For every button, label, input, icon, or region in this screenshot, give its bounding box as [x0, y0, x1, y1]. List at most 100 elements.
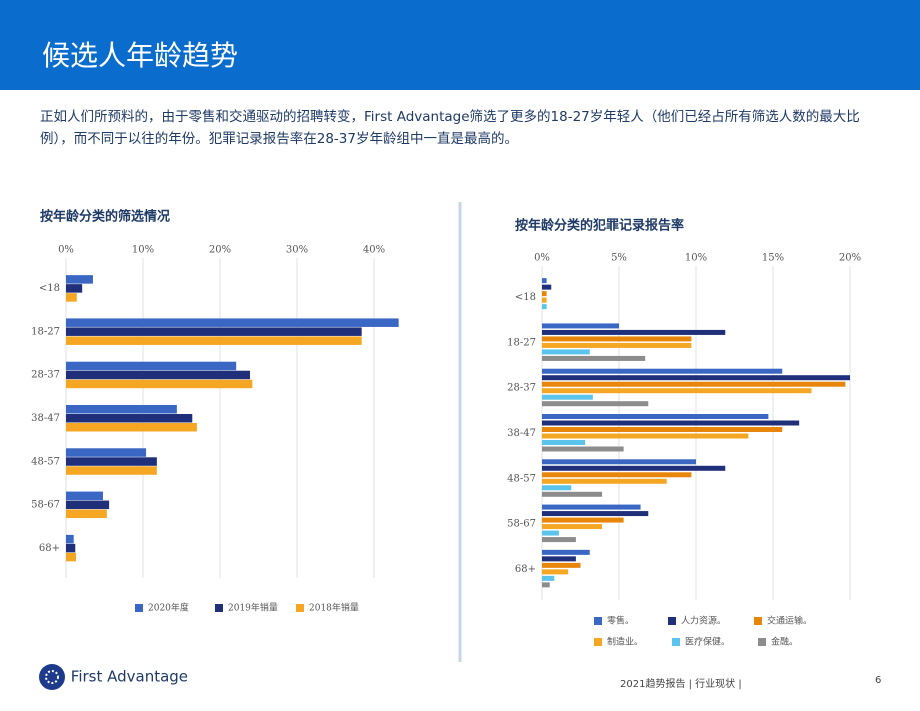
bar [66, 466, 157, 475]
bar [542, 459, 696, 465]
y-tick-label: 48-57 [507, 473, 536, 484]
y-tick-label: 68+ [39, 543, 60, 554]
bar [66, 327, 362, 336]
bar [542, 556, 576, 562]
bar [542, 549, 590, 555]
legend-swatch [754, 617, 762, 625]
bar [66, 275, 93, 284]
legend-label: 制造业。 [607, 636, 643, 648]
legend-swatch [672, 638, 680, 646]
bar [66, 370, 251, 380]
legend-label: 交通运输。 [767, 615, 812, 627]
legend-label: 2020年度 [148, 602, 189, 614]
footer-page: 6 [875, 675, 882, 686]
x-tick-label: 5% [611, 253, 627, 264]
bar [542, 472, 692, 478]
bar [542, 388, 812, 394]
bar [542, 284, 552, 290]
bar [66, 284, 83, 293]
bar [542, 517, 624, 523]
intro-text: 正如人们所预料的，由于零售和交通驱动的招聘转变，First Advantage筛… [40, 109, 860, 147]
bar [542, 511, 649, 517]
y-tick-label: 38-47 [31, 413, 60, 424]
legend-swatch [668, 617, 676, 625]
y-tick-label: 68+ [515, 564, 536, 575]
x-tick-label: 0% [534, 253, 550, 264]
y-tick-label: 48-57 [31, 456, 60, 467]
bar [542, 329, 726, 335]
bar [542, 427, 783, 432]
bar [542, 569, 569, 575]
bar [542, 440, 586, 445]
legend-label: 金融。 [771, 636, 798, 648]
y-tick-label: 28-37 [507, 383, 536, 394]
bar [66, 379, 253, 389]
bar [66, 293, 77, 302]
y-tick-label: 18-27 [31, 326, 60, 337]
legend-label: 人力资源。 [681, 615, 726, 627]
y-tick-label: 38-47 [507, 428, 536, 439]
bar [542, 530, 559, 536]
bar [542, 375, 850, 381]
bar [66, 448, 147, 457]
x-tick-label: 30% [286, 245, 308, 256]
bar [542, 336, 692, 342]
bar [542, 368, 783, 374]
legend-label: 2019年销量 [228, 602, 278, 614]
legend-swatch [135, 604, 143, 612]
logo-text: First Advantage [70, 667, 189, 686]
bar [66, 500, 110, 510]
bar [542, 582, 550, 588]
bar [542, 575, 555, 581]
bar [542, 291, 547, 297]
y-tick-label: 28-37 [31, 370, 60, 381]
bar [542, 414, 769, 419]
bar [542, 297, 547, 303]
x-tick-label: 20% [839, 253, 861, 264]
x-tick-label: 40% [363, 245, 385, 256]
bar [542, 485, 572, 491]
footer-report: 2021趋势报告 | 行业现状 | [620, 679, 742, 690]
bar [542, 304, 547, 310]
bar [542, 349, 590, 355]
legend-swatch [594, 617, 602, 625]
bar [66, 361, 237, 371]
bar [542, 355, 646, 361]
legend-label: 2018年销量 [309, 602, 359, 614]
bar [542, 537, 576, 543]
bar [542, 465, 726, 471]
bar [542, 446, 624, 452]
bar [542, 394, 593, 400]
legend-label: 医疗保健。 [685, 636, 730, 648]
bar [66, 509, 107, 519]
legend-label: 零售。 [607, 615, 634, 627]
chart-title: 按年龄分类的犯罪记录报告率 [515, 218, 684, 234]
bar [542, 491, 603, 497]
y-tick-label: 18-27 [507, 337, 536, 348]
y-tick-label: 58-67 [507, 519, 536, 530]
bar [542, 278, 547, 284]
x-tick-label: 10% [685, 253, 707, 264]
bar [66, 414, 193, 423]
legend-swatch [296, 604, 304, 612]
footer-logo: First Advantage [38, 663, 188, 691]
bar [66, 318, 399, 327]
logo-icon [39, 664, 65, 690]
bar [542, 562, 581, 568]
bar [542, 401, 649, 407]
x-tick-label: 0% [58, 245, 74, 256]
bar [542, 524, 603, 530]
legend-swatch [594, 638, 602, 646]
x-tick-label: 20% [209, 245, 231, 256]
bar [66, 543, 76, 553]
bar [542, 420, 800, 426]
x-tick-label: 10% [132, 245, 154, 256]
header-bar: 候选人年龄趋势 [0, 0, 920, 90]
y-tick-label: 58-67 [31, 500, 60, 511]
y-tick-label: <18 [39, 283, 60, 294]
bar [66, 423, 197, 432]
bar [66, 405, 177, 414]
legend-swatch [758, 638, 766, 646]
chart-title: 按年龄分类的筛选情况 [40, 209, 170, 225]
